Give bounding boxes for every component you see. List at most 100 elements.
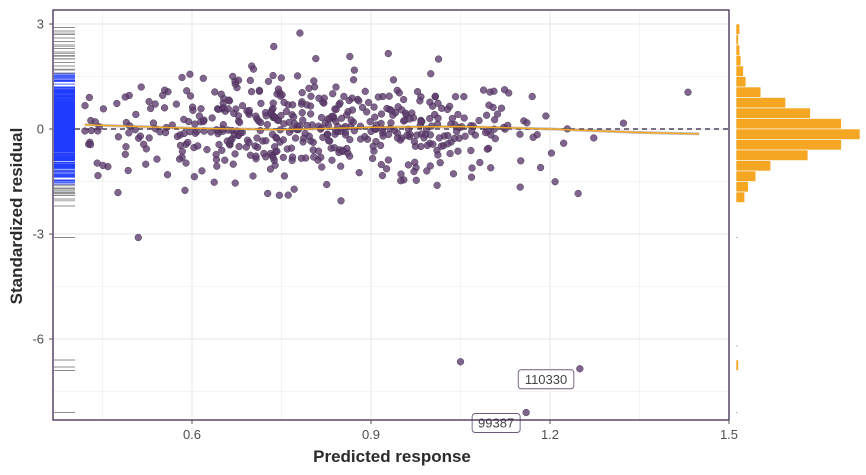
data-point bbox=[426, 114, 434, 123]
data-point bbox=[487, 164, 495, 172]
histogram-bar bbox=[735, 191, 745, 203]
data-point bbox=[160, 104, 169, 112]
data-point bbox=[516, 130, 524, 138]
data-point bbox=[183, 87, 191, 95]
data-point bbox=[263, 120, 271, 129]
data-point bbox=[121, 93, 129, 101]
data-point bbox=[269, 71, 277, 80]
histogram-bar bbox=[735, 170, 757, 182]
data-point bbox=[289, 101, 297, 109]
point-callouts: 110330 99387 bbox=[471, 369, 575, 433]
histogram-bar bbox=[735, 65, 744, 77]
data-point bbox=[99, 105, 108, 113]
data-point bbox=[140, 140, 148, 148]
data-point bbox=[468, 164, 476, 172]
data-point bbox=[189, 106, 197, 114]
data-point bbox=[361, 87, 369, 95]
data-point bbox=[142, 160, 150, 168]
outlier-point bbox=[134, 233, 142, 242]
data-point bbox=[287, 144, 296, 152]
data-point bbox=[454, 147, 462, 155]
data-point bbox=[272, 133, 280, 141]
callout-box bbox=[517, 369, 575, 390]
data-point bbox=[218, 146, 226, 154]
data-point bbox=[345, 96, 353, 105]
data-point bbox=[182, 159, 190, 167]
outlier-point bbox=[456, 358, 465, 366]
data-point bbox=[310, 77, 318, 85]
data-point bbox=[328, 156, 336, 164]
data-point bbox=[346, 136, 354, 144]
data-point bbox=[444, 140, 452, 148]
data-point bbox=[208, 114, 216, 122]
data-point bbox=[387, 106, 395, 115]
data-point bbox=[145, 134, 153, 142]
data-point bbox=[178, 73, 186, 82]
data-point bbox=[217, 90, 225, 98]
data-point bbox=[318, 163, 326, 171]
data-point bbox=[307, 92, 315, 100]
data-point bbox=[215, 140, 223, 149]
data-point bbox=[151, 100, 159, 108]
data-point bbox=[310, 153, 318, 161]
data-point bbox=[213, 162, 221, 170]
data-point bbox=[684, 88, 692, 96]
data-point bbox=[252, 152, 260, 160]
data-point bbox=[479, 86, 488, 94]
data-point bbox=[420, 134, 428, 142]
data-point bbox=[471, 131, 479, 139]
scatter-points bbox=[81, 29, 692, 417]
data-point bbox=[467, 173, 476, 181]
x-axis-title: Predicted response bbox=[313, 447, 471, 466]
data-point bbox=[267, 108, 275, 116]
data-point bbox=[350, 66, 358, 74]
data-point bbox=[449, 170, 458, 178]
data-point bbox=[374, 93, 382, 101]
histogram-bar bbox=[735, 359, 739, 371]
callout-label: 110330 bbox=[525, 372, 567, 387]
data-point bbox=[467, 146, 475, 155]
data-point bbox=[397, 170, 405, 178]
data-point bbox=[114, 188, 122, 197]
data-point bbox=[190, 173, 198, 181]
data-point bbox=[337, 197, 345, 205]
data-point bbox=[236, 118, 244, 127]
data-point bbox=[284, 191, 292, 199]
data-point bbox=[172, 100, 180, 108]
outlier-point bbox=[522, 408, 530, 417]
data-point bbox=[337, 114, 346, 122]
data-point bbox=[346, 52, 354, 61]
histogram-bar bbox=[735, 107, 811, 119]
data-point bbox=[159, 91, 167, 99]
data-point bbox=[225, 96, 233, 104]
histogram-bar bbox=[735, 76, 747, 88]
histogram-bar bbox=[735, 181, 749, 193]
data-point bbox=[198, 167, 206, 175]
data-point bbox=[114, 133, 123, 141]
data-point bbox=[245, 138, 253, 147]
data-point bbox=[483, 111, 491, 119]
data-point bbox=[262, 137, 270, 145]
data-point bbox=[429, 140, 437, 148]
data-point bbox=[178, 147, 186, 155]
data-point bbox=[574, 189, 582, 198]
x-tick-label: 0.9 bbox=[362, 427, 380, 442]
data-point bbox=[410, 137, 418, 146]
y-axis-title: Standardized residual bbox=[7, 128, 26, 305]
data-point bbox=[363, 108, 371, 116]
data-point bbox=[357, 135, 365, 143]
data-point bbox=[413, 131, 421, 139]
data-point bbox=[246, 76, 254, 85]
data-point bbox=[323, 130, 331, 138]
histogram-bar bbox=[735, 128, 861, 140]
data-point bbox=[371, 113, 379, 121]
data-point bbox=[410, 167, 418, 176]
outlier-point bbox=[576, 365, 584, 373]
data-point bbox=[195, 112, 203, 120]
data-point bbox=[355, 169, 363, 177]
data-point bbox=[426, 98, 434, 106]
data-point bbox=[274, 85, 283, 93]
data-point bbox=[404, 161, 412, 169]
data-point bbox=[325, 137, 333, 145]
histogram-bar bbox=[735, 97, 786, 109]
